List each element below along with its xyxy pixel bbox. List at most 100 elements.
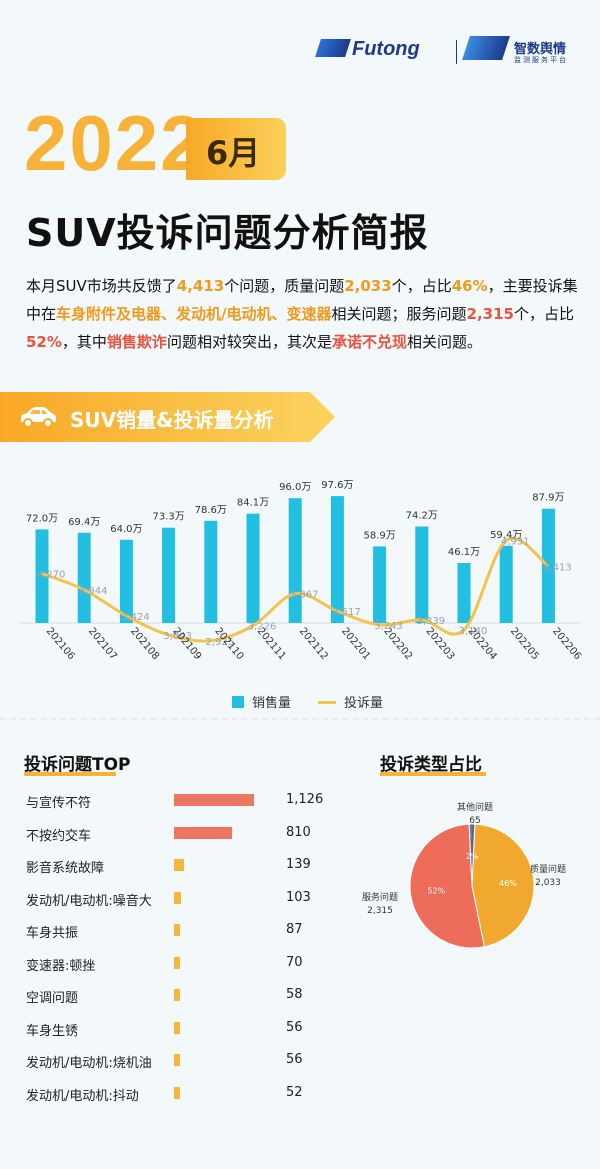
- sales-label: 74.2万: [406, 511, 438, 522]
- sales-label: 72.0万: [26, 513, 58, 524]
- summary-paragraph: 本月SUV市场共反馈了4,413个问题，质量问题2,033个，占比46%，主要投…: [26, 277, 578, 351]
- futong-mark-icon: [315, 39, 351, 57]
- complaint-label: 3,243: [374, 621, 403, 632]
- report-year: 2022: [24, 99, 206, 187]
- x-tick-label: 202107: [86, 626, 119, 662]
- complaint-label: 3,424: [121, 612, 150, 623]
- top-item-label: 发动机/电动机:噪音大: [26, 893, 152, 909]
- pie-value-label: 65: [469, 816, 480, 826]
- complaint-label: 4,413: [543, 562, 572, 573]
- complaint-label: 4,270: [37, 570, 66, 581]
- top-item-bar: [174, 794, 254, 806]
- sales-bar: [119, 539, 133, 623]
- sales-bar: [246, 513, 260, 623]
- top-title: 投诉问题TOP: [24, 755, 131, 775]
- sales-bar: [373, 546, 387, 623]
- sales-bar: [162, 527, 176, 623]
- sales-bar: [288, 498, 302, 623]
- sales-bar: [77, 532, 91, 623]
- logo-divider: [456, 40, 457, 64]
- x-tick-label: 202203: [424, 626, 457, 662]
- sales-label: 69.4万: [68, 517, 100, 528]
- pie-slice: [468, 823, 476, 887]
- complaint-label: 3,517: [332, 607, 361, 618]
- pie-slice: [409, 823, 485, 949]
- top-item-value: 52: [286, 1084, 303, 1100]
- sales-bar: [415, 526, 429, 623]
- pie-pct-label: 52%: [427, 886, 445, 895]
- complaint-label: 3,339: [416, 616, 445, 627]
- top-item-value: 810: [286, 824, 311, 840]
- complaint-line: [41, 536, 550, 643]
- pie-title-underline: [380, 772, 486, 776]
- pie-slice: [471, 823, 535, 948]
- legend-sales: 销售量: [232, 692, 291, 711]
- top-item-label: 与宣传不符: [26, 796, 92, 811]
- top-item-bar: [174, 924, 181, 936]
- sales-bar: [204, 520, 218, 623]
- top-item-value: 103: [286, 889, 311, 905]
- top-item-label: 车身共振: [26, 926, 79, 941]
- complaint-label: 3,944: [79, 586, 108, 597]
- complaint-label: 2,925: [205, 637, 234, 648]
- legend-bar-swatch: [232, 696, 244, 708]
- top-item-bar: [174, 1021, 180, 1034]
- month-badge: 6月: [186, 118, 286, 180]
- pie-name-label: 其他问题: [457, 801, 493, 813]
- top-title-underline: [24, 772, 116, 776]
- top-item-value: 58: [286, 987, 303, 1002]
- complaint-label: 3,043: [163, 631, 192, 642]
- complaint-label: 3,867: [290, 590, 319, 601]
- futong-text: Futong: [352, 38, 420, 60]
- top-item-value: 139: [286, 857, 311, 872]
- x-tick-label: 202112: [297, 626, 330, 662]
- car-icon: [21, 407, 56, 428]
- legend-complaints: 投诉量: [318, 692, 383, 711]
- sales-bar: [330, 496, 344, 623]
- top-item-label: 不按约交车: [26, 828, 92, 844]
- top-item-bar: [174, 859, 184, 871]
- section-title: SUV销量&投诉量分析: [70, 408, 274, 432]
- sales-label: 59.4万: [490, 530, 522, 541]
- pie-value-label: 2,033: [535, 878, 561, 888]
- x-tick-label: 202106: [44, 626, 77, 662]
- legend-line-swatch: [318, 701, 336, 704]
- pie-pct-label: 46%: [499, 879, 517, 888]
- zhishu-mark-icon: [462, 36, 510, 60]
- sales-label: 78.6万: [195, 505, 227, 516]
- sales-bar: [35, 529, 49, 623]
- x-tick-label: 202205: [508, 626, 541, 662]
- top-item-label: 发动机/电动机:烧机油: [26, 1056, 152, 1071]
- x-tick-label: 202206: [550, 626, 583, 662]
- top-item-bar: [174, 1086, 180, 1099]
- top-item-bar: [174, 1054, 180, 1066]
- top-item-value: 56: [286, 1052, 303, 1067]
- sales-bar: [499, 545, 513, 623]
- complaint-label: 3,140: [459, 626, 488, 637]
- top-item-value: 1,126: [286, 792, 324, 807]
- top-item-bar: [174, 989, 180, 1001]
- section-separator: [0, 718, 600, 720]
- sales-label: 64.0万: [110, 524, 142, 535]
- top-item-value: 70: [286, 954, 303, 970]
- x-tick-label: 202201: [339, 626, 372, 662]
- pie-title: 投诉类型占比: [380, 755, 482, 775]
- sales-label: 73.3万: [152, 512, 184, 523]
- pie-name-label: 质量问题: [530, 863, 566, 875]
- sales-label: 87.9万: [532, 493, 564, 504]
- sales-complaint-chart: 72.0万 69.4万 64.0万 73.3万 78.6万 84.1万 96.0万 97.6万…: [20, 480, 583, 662]
- pie-name-label: 服务问题: [362, 891, 398, 903]
- page-title: SUV投诉问题分析简报: [26, 211, 429, 255]
- section-banner: SUV销量&投诉量分析: [0, 392, 335, 442]
- complaint-label: 3,226: [248, 622, 277, 633]
- zhishu-sub: 监测服务平台: [514, 56, 568, 64]
- sales-label: 97.6万: [321, 480, 353, 491]
- top-item-bar: [174, 891, 182, 904]
- top-item-label: 车身生锈: [26, 1023, 79, 1039]
- top-item-bar: [174, 826, 232, 839]
- pie-value-label: 2,315: [367, 906, 393, 916]
- top-item-label: 空调问题: [26, 991, 79, 1006]
- sales-label: 58.9万: [363, 530, 395, 541]
- zhishu-logo: 智数舆情 监测服务平台: [462, 36, 566, 64]
- pie-pct-label: 2%: [466, 852, 479, 861]
